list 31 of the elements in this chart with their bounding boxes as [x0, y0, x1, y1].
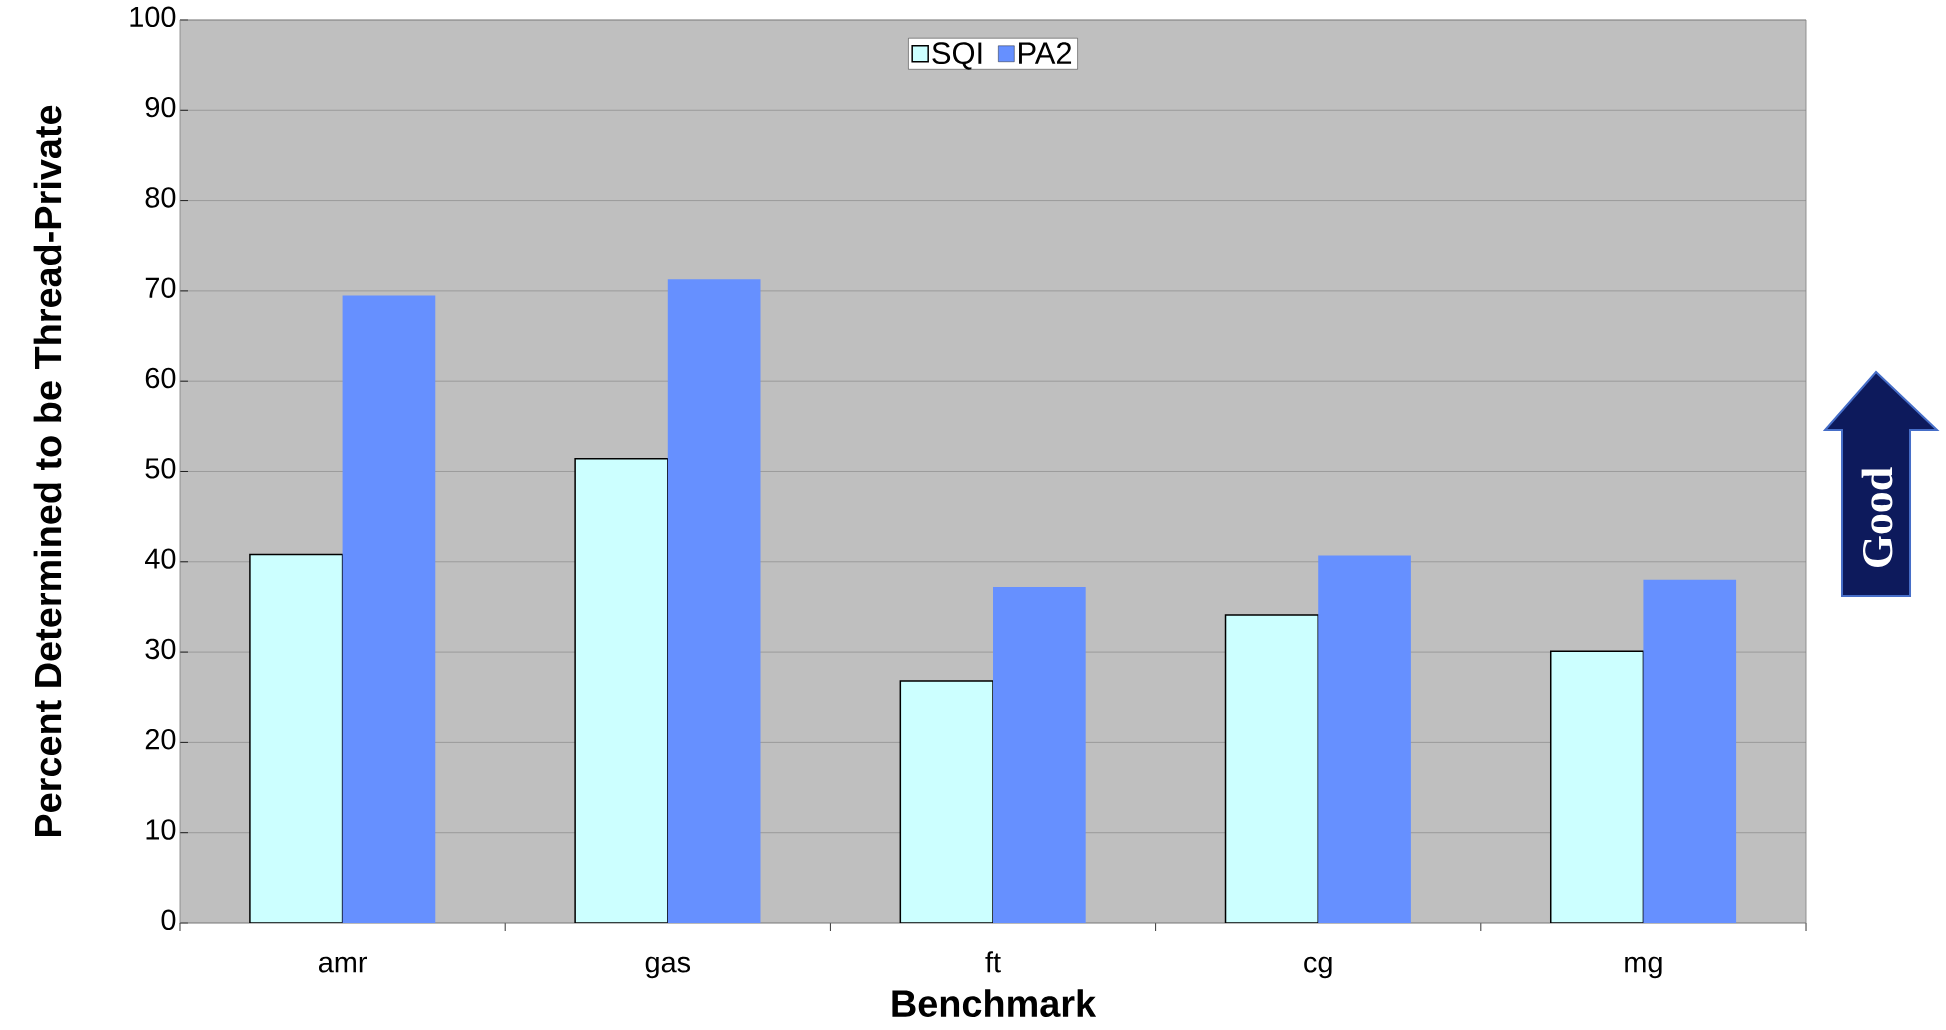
y-tick-label: 20 [145, 729, 176, 750]
text: Good [1861, 467, 1893, 568]
y-tick-label: 40 [145, 548, 176, 569]
y-tick-label: 100 [130, 6, 176, 28]
bar [993, 587, 1086, 923]
x-tick-label: gas [645, 956, 691, 979]
bar [899, 680, 994, 923]
bar [574, 458, 669, 923]
x-tick-label: amr [318, 956, 367, 973]
legend-label: PA2 [1019, 42, 1072, 64]
y-tick-label: 0 [161, 909, 176, 931]
x-tick-label: cg [1304, 956, 1332, 979]
bar [667, 279, 761, 923]
legend-label: SQI [932, 42, 982, 70]
x-axis-title: Benchmark [892, 989, 1097, 1018]
y-axis-title: Percent Determined to be Thread-Private [33, 105, 62, 837]
y-tick-label: 10 [146, 819, 176, 840]
y-tick-label: 80 [145, 187, 176, 208]
bar [1549, 650, 1645, 923]
x-tick-label: mg [1625, 956, 1662, 979]
y-tick-label: 90 [145, 96, 176, 118]
bar [249, 553, 344, 923]
bar [1643, 579, 1737, 923]
y-tick-label: 50 [145, 458, 176, 479]
bar [342, 295, 436, 923]
y-tick-label: 30 [145, 638, 176, 660]
y-tick-label: 60 [145, 367, 176, 389]
bar [1224, 614, 1319, 923]
x-tick-label: ft [985, 951, 1001, 973]
y-tick-label: 70 [145, 277, 176, 298]
bar [1318, 555, 1411, 923]
